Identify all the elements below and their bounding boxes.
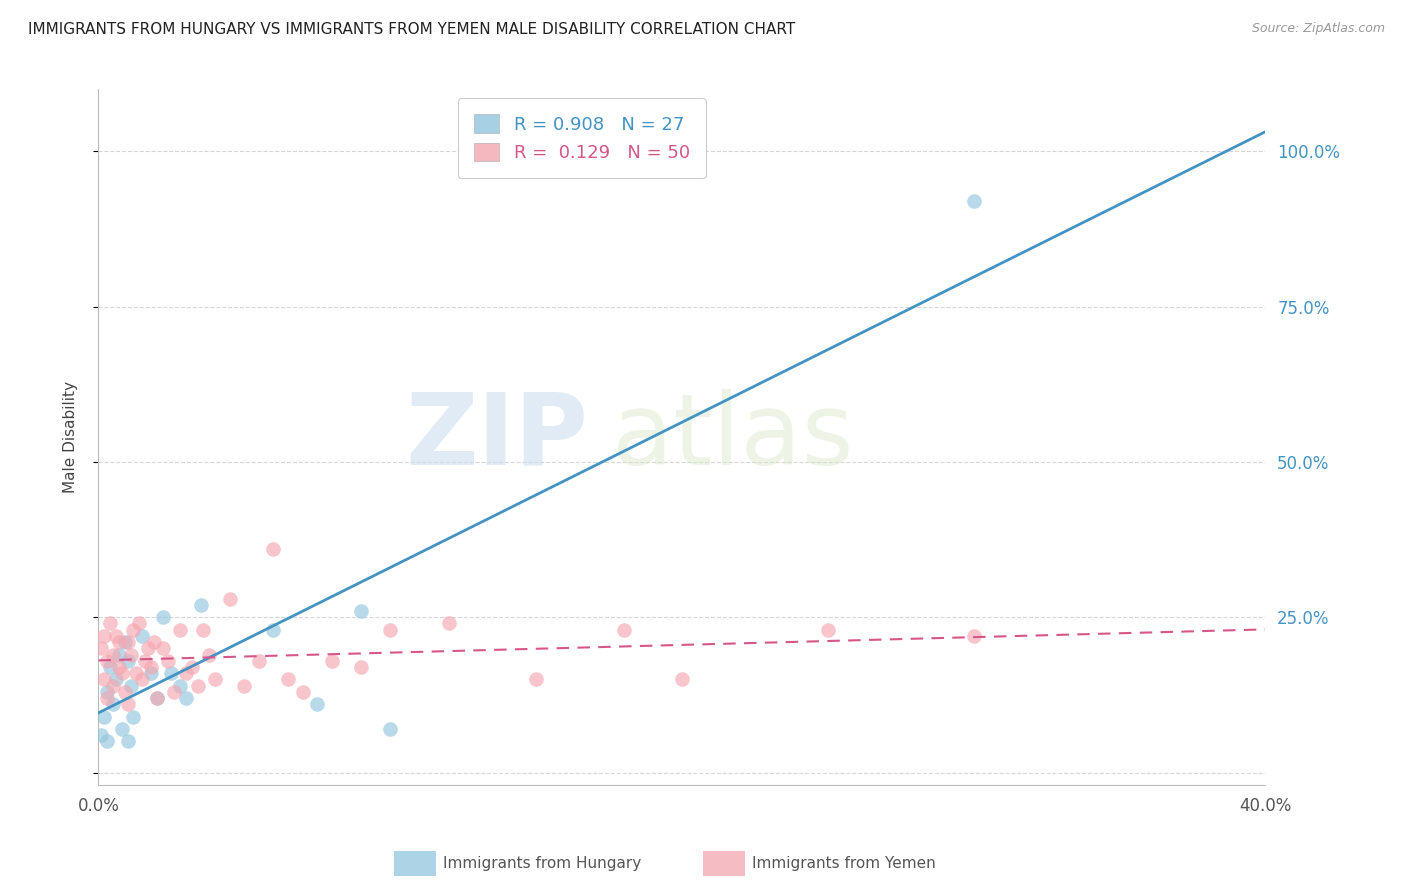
Point xyxy=(174,666,197,681)
Point xyxy=(108,660,131,674)
Point xyxy=(131,673,153,687)
Point xyxy=(117,697,139,711)
Point xyxy=(96,734,118,748)
Point xyxy=(169,679,191,693)
Point xyxy=(90,728,112,742)
Point xyxy=(437,616,460,631)
Point xyxy=(101,697,124,711)
Point xyxy=(104,673,127,687)
Point xyxy=(125,666,148,681)
Point xyxy=(131,629,153,643)
Point xyxy=(96,654,118,668)
Point xyxy=(90,641,112,656)
Point xyxy=(98,616,121,631)
Point xyxy=(193,623,215,637)
Point xyxy=(262,623,284,637)
Text: atlas: atlas xyxy=(612,389,853,485)
Point xyxy=(128,616,150,631)
Point xyxy=(120,648,142,662)
Point xyxy=(160,666,183,681)
Point xyxy=(111,722,134,736)
Point xyxy=(198,648,221,662)
Point xyxy=(96,690,118,705)
Point xyxy=(524,673,547,687)
Text: Immigrants from Hungary: Immigrants from Hungary xyxy=(443,856,641,871)
Point xyxy=(671,673,693,687)
Point xyxy=(142,635,165,649)
Point xyxy=(350,604,373,618)
Point xyxy=(139,666,162,681)
Point xyxy=(321,654,343,668)
Point xyxy=(120,679,142,693)
Point xyxy=(187,679,209,693)
Point xyxy=(612,623,634,637)
Point xyxy=(101,679,124,693)
Point xyxy=(114,635,136,649)
Point xyxy=(152,641,174,656)
Point xyxy=(134,654,156,668)
Point xyxy=(108,648,131,662)
Text: IMMIGRANTS FROM HUNGARY VS IMMIGRANTS FROM YEMEN MALE DISABILITY CORRELATION CHA: IMMIGRANTS FROM HUNGARY VS IMMIGRANTS FR… xyxy=(28,22,796,37)
Point xyxy=(108,635,131,649)
Point xyxy=(262,541,284,556)
Point xyxy=(247,654,270,668)
Point xyxy=(157,654,180,668)
Y-axis label: Male Disability: Male Disability xyxy=(63,381,77,493)
Text: Immigrants from Yemen: Immigrants from Yemen xyxy=(752,856,936,871)
Text: ZIP: ZIP xyxy=(406,389,589,485)
Point xyxy=(307,697,329,711)
Legend: R = 0.908   N = 27, R =  0.129   N = 50: R = 0.908 N = 27, R = 0.129 N = 50 xyxy=(457,98,706,178)
Point xyxy=(817,623,839,637)
Point xyxy=(163,685,186,699)
Point xyxy=(136,641,159,656)
Point xyxy=(174,690,197,705)
Point xyxy=(218,591,240,606)
Point xyxy=(146,690,169,705)
Point xyxy=(114,685,136,699)
Point xyxy=(93,709,115,723)
Point xyxy=(111,666,134,681)
Point xyxy=(117,654,139,668)
Point xyxy=(117,635,139,649)
Point xyxy=(962,194,984,208)
Point xyxy=(291,685,314,699)
Point xyxy=(180,660,202,674)
Point xyxy=(101,648,124,662)
Point xyxy=(122,623,145,637)
Point xyxy=(190,598,212,612)
Text: Source: ZipAtlas.com: Source: ZipAtlas.com xyxy=(1251,22,1385,36)
Point xyxy=(350,660,373,674)
Point xyxy=(96,685,118,699)
Point xyxy=(93,629,115,643)
Point xyxy=(204,673,226,687)
Point xyxy=(139,660,162,674)
Point xyxy=(98,660,121,674)
Point xyxy=(122,709,145,723)
Point xyxy=(152,610,174,624)
Point xyxy=(277,673,299,687)
Point xyxy=(104,629,127,643)
Point xyxy=(962,629,984,643)
Point xyxy=(169,623,191,637)
Point xyxy=(93,673,115,687)
Point xyxy=(117,734,139,748)
Point xyxy=(233,679,256,693)
Point xyxy=(378,623,402,637)
Point xyxy=(146,690,169,705)
Point xyxy=(378,722,402,736)
